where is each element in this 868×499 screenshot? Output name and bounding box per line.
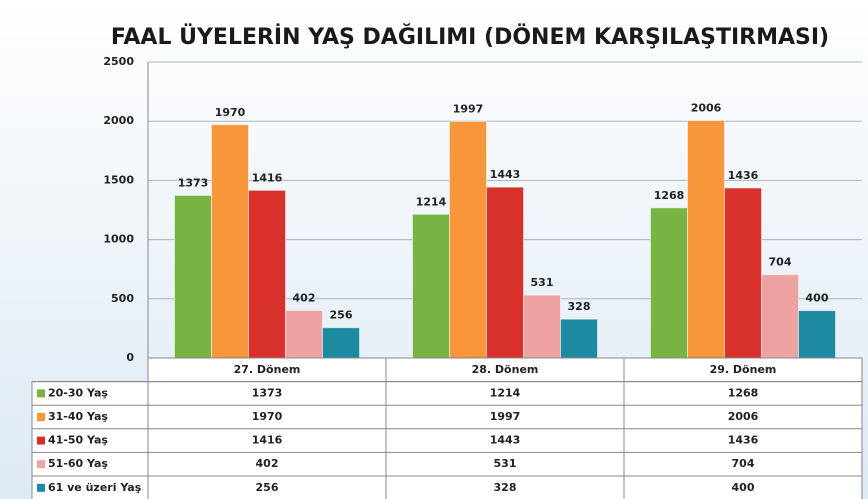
data-label: 1268 (654, 189, 685, 202)
data-label: 1970 (215, 106, 246, 119)
data-label: 1436 (728, 169, 759, 182)
table-cell: 400 (732, 481, 755, 494)
y-tick-label: 1000 (103, 233, 134, 246)
table-cell: 2006 (728, 410, 759, 423)
table-cell: 256 (256, 481, 279, 494)
table-cell: 1214 (490, 386, 521, 399)
data-label: 328 (568, 300, 591, 313)
legend-label: 61 ve üzeri Yaş (48, 481, 142, 494)
bar (449, 121, 487, 359)
table (31, 381, 863, 499)
data-label: 1373 (178, 176, 209, 189)
table-cell: 1443 (490, 434, 521, 447)
table-cell: 1373 (252, 386, 283, 399)
legend-label: 31-40 Yaş (48, 410, 108, 423)
bar (412, 213, 450, 359)
data-label: 1416 (252, 171, 283, 184)
data-label: 704 (769, 256, 792, 269)
table-cell: 328 (494, 481, 517, 494)
chart-title: FAAL ÜYELERİN YAŞ DAĞILIMI (DÖNEM KARŞIL… (111, 24, 829, 50)
data-label: 1443 (490, 168, 521, 181)
data-label: 402 (293, 291, 316, 304)
y-tick-label: 1500 (103, 173, 134, 186)
bar (798, 310, 836, 359)
legend-swatch (37, 483, 45, 492)
legend-label: 51-60 Yaş (48, 457, 108, 470)
x-tick-label: 28. Dönem (472, 363, 539, 376)
y-tick-label: 2500 (103, 55, 134, 68)
data-label: 400 (806, 292, 829, 305)
legend-swatch (37, 413, 45, 421)
bar (285, 309, 323, 359)
table-cell: 1416 (252, 434, 283, 447)
bar (248, 189, 286, 359)
table-cell: 704 (732, 457, 755, 470)
y-tick-label: 2000 (103, 114, 134, 127)
data-label: 256 (330, 309, 353, 322)
table-cell: 1436 (728, 434, 759, 447)
data-label: 531 (531, 276, 554, 289)
legend-swatch (37, 436, 45, 445)
data-label: 1214 (416, 195, 447, 208)
bar (322, 327, 360, 359)
legend-swatch (37, 389, 45, 398)
table-cell: 1997 (490, 410, 521, 423)
y-tick-label: 500 (111, 292, 134, 305)
bar (687, 119, 725, 359)
bar (211, 124, 249, 359)
bar (523, 294, 561, 359)
x-tick-label: 27. Dönem (234, 363, 301, 376)
bar (174, 194, 212, 359)
table-cell: 1970 (252, 410, 283, 423)
bar (560, 318, 598, 359)
table-cell: 1268 (728, 386, 759, 399)
bar (650, 207, 688, 359)
bar (486, 186, 524, 359)
bar (724, 187, 762, 359)
data-label: 1997 (453, 103, 484, 116)
legend-swatch (37, 460, 45, 469)
table-cell: 531 (494, 457, 517, 470)
y-tick-label: 0 (126, 351, 134, 364)
legend-label: 20-30 Yaş (48, 386, 108, 399)
x-tick-label: 29. Dönem (710, 363, 777, 376)
data-label: 2006 (691, 101, 722, 114)
legend-label: 41-50 Yaş (48, 434, 108, 447)
bar (761, 274, 799, 359)
table-cell: 402 (256, 457, 279, 470)
